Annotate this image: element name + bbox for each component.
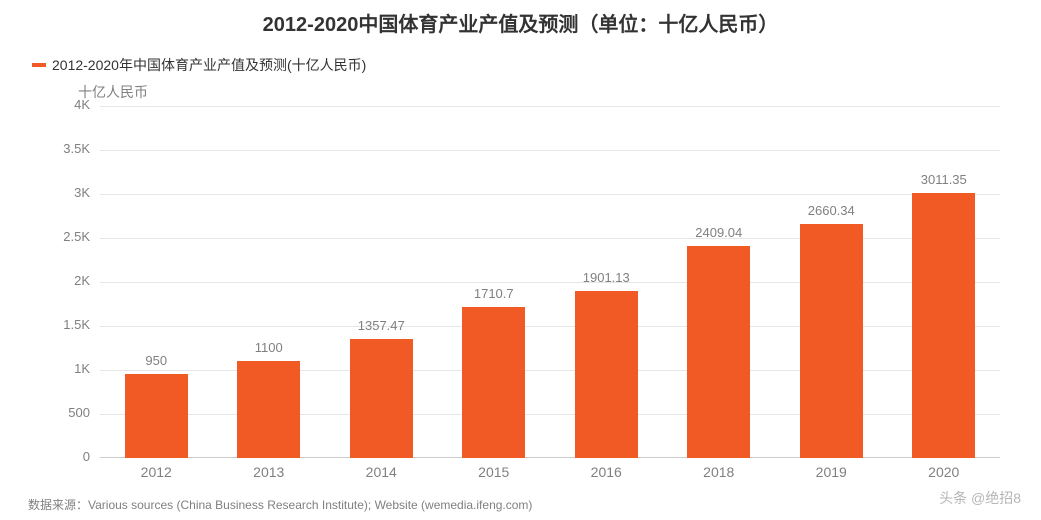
bar [800,224,863,458]
bar [462,307,525,458]
gridline [100,282,1000,283]
ytick-label: 4K [30,97,90,112]
ytick-label: 2K [30,273,90,288]
xtick-label: 2013 [253,464,284,480]
ytick-label: 0 [30,449,90,464]
bar [350,339,413,458]
bar [575,291,638,458]
gridline [100,238,1000,239]
gridline [100,370,1000,371]
gridline [100,106,1000,107]
xtick-label: 2018 [703,464,734,480]
plot-area: 05001K1.5K2K2.5K3K3.5K4K9502012110020131… [100,106,1000,458]
chart-title: 2012-2020中国体育产业产值及预测（单位：十亿人民币） [0,8,1041,37]
x-axis-line [100,457,1000,458]
bar-value-label: 3011.35 [921,172,967,187]
xtick-label: 2020 [928,464,959,480]
source-text: 数据来源：Various sources (China Business Res… [28,496,532,513]
gridline [100,414,1000,415]
chart-container: 2012-2020中国体育产业产值及预测（单位：十亿人民币） 2012-2020… [0,0,1041,520]
ytick-label: 2.5K [30,229,90,244]
bar [237,361,300,458]
bar-value-label: 1710.7 [474,286,514,301]
bar [125,374,188,458]
gridline [100,326,1000,327]
legend-swatch [32,63,46,67]
xtick-label: 2016 [591,464,622,480]
ytick-label: 3.5K [30,141,90,156]
ytick-label: 1.5K [30,317,90,332]
bar-value-label: 1357.47 [358,318,405,333]
bar [687,246,750,458]
xtick-label: 2014 [366,464,397,480]
watermark-text: 头条 @绝招8 [939,488,1021,508]
bar-value-label: 2409.04 [695,225,742,240]
xtick-label: 2015 [478,464,509,480]
ytick-label: 500 [30,405,90,420]
chart-legend: 2012-2020年中国体育产业产值及预测(十亿人民币) [32,55,366,75]
bar-value-label: 1901.13 [583,270,630,285]
ytick-label: 1K [30,361,90,376]
gridline [100,150,1000,151]
bar-value-label: 1100 [255,340,283,355]
legend-label: 2012-2020年中国体育产业产值及预测(十亿人民币) [52,55,366,75]
gridline [100,194,1000,195]
bar-value-label: 950 [145,353,167,368]
bar [912,193,975,458]
xtick-label: 2019 [816,464,847,480]
ytick-label: 3K [30,185,90,200]
bar-value-label: 2660.34 [808,203,855,218]
xtick-label: 2012 [141,464,172,480]
